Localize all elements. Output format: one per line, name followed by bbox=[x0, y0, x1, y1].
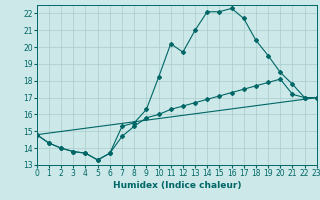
X-axis label: Humidex (Indice chaleur): Humidex (Indice chaleur) bbox=[113, 181, 241, 190]
